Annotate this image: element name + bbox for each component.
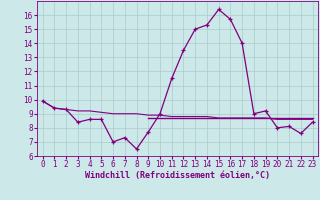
X-axis label: Windchill (Refroidissement éolien,°C): Windchill (Refroidissement éolien,°C) xyxy=(85,171,270,180)
